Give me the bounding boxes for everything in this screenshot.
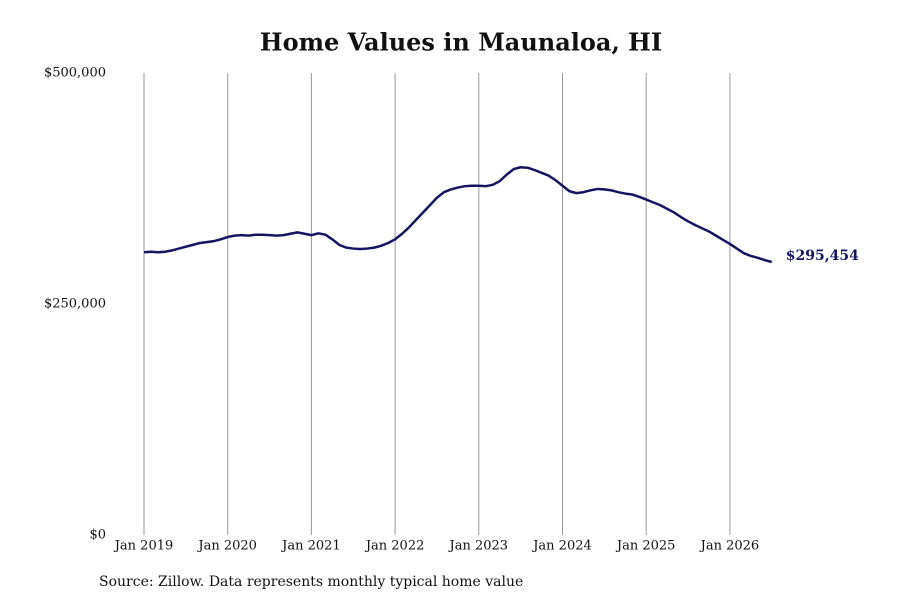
value-label: $295,454: [786, 248, 859, 264]
x-tick-label: Jan 2021: [280, 539, 341, 554]
x-tick-label: Jan 2025: [615, 539, 676, 554]
chart-title: Home Values in Maunaloa, HI: [260, 28, 662, 57]
line: [143, 166, 773, 264]
x-tick-label: Jan 2023: [448, 539, 509, 554]
x-tick-label: Jan 2019: [113, 539, 174, 554]
x-tick-label: Jan 2024: [531, 539, 592, 554]
y-tick-label: $0: [89, 528, 106, 543]
source-note: Source: Zillow. Data represents monthly …: [99, 574, 523, 590]
x-tick-label: Jan 2022: [364, 539, 425, 554]
x-tick-label: Jan 2026: [699, 539, 760, 554]
y-tick-label: $500,000: [44, 66, 106, 81]
x-tick-label: Jan 2020: [196, 539, 257, 554]
y-tick-label: $250,000: [44, 297, 106, 312]
